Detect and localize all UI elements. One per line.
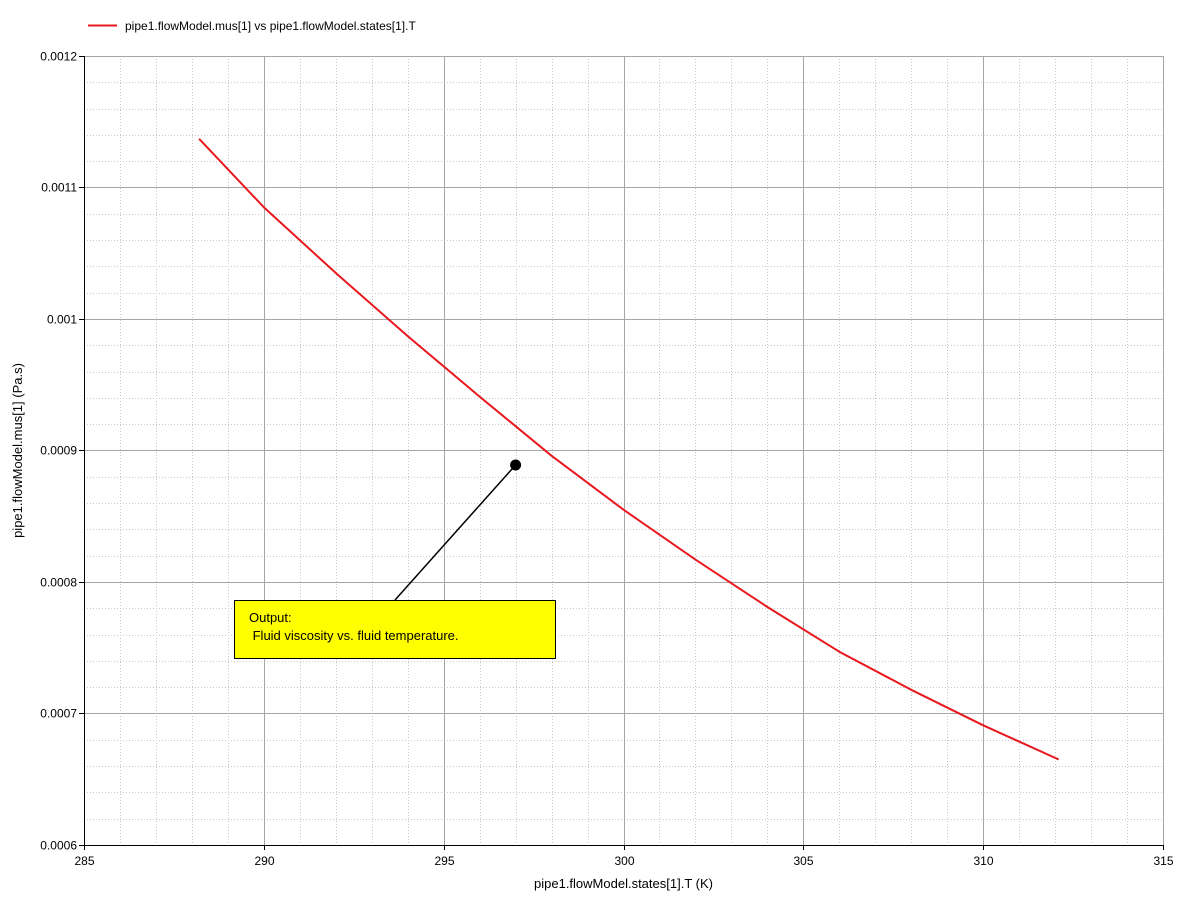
y-axis-label: pipe1.flowModel.mus[1] (Pa.s) — [10, 363, 25, 538]
annotation-leader-line — [394, 464, 517, 601]
y-tick-label: 0.0007 — [40, 707, 77, 721]
major-grid — [84, 56, 1164, 846]
x-tick-label: 300 — [614, 854, 634, 868]
x-tick-label: 290 — [254, 854, 274, 868]
y-tick-label: 0.0012 — [40, 50, 77, 64]
x-tick-label: 315 — [1153, 854, 1173, 868]
y-tick-label: 0.0009 — [40, 444, 77, 458]
annotation-text-line: Fluid viscosity vs. fluid temperature. — [249, 628, 459, 643]
y-tick-label: 0.001 — [47, 313, 77, 327]
x-tick-label: 305 — [793, 854, 813, 868]
x-axis-label: pipe1.flowModel.states[1].T (K) — [534, 876, 713, 891]
y-tick-label: 0.0006 — [40, 839, 77, 853]
annotation-box — [234, 600, 556, 659]
series-line — [198, 138, 1060, 761]
y-tick-label: 0.0011 — [41, 181, 77, 195]
x-tick-label: 310 — [973, 854, 993, 868]
y-tick-label: 0.0008 — [40, 576, 77, 590]
x-tick-label: 295 — [434, 854, 454, 868]
annotation-marker — [510, 459, 522, 471]
legend-label: pipe1.flowModel.mus[1] vs pipe1.flowMode… — [125, 19, 416, 33]
annotation-text-line: Output: — [249, 610, 292, 625]
x-tick-label: 285 — [74, 854, 94, 868]
